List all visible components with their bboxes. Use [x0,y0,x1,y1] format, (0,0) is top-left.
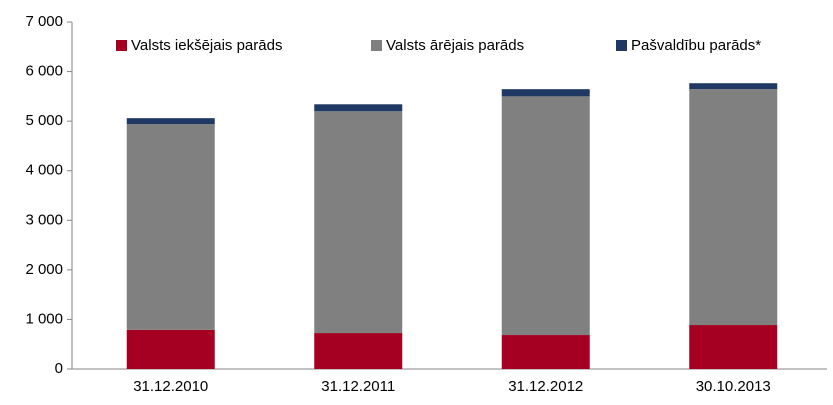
x-tick-label: 31.12.2011 [321,378,395,395]
bar-segment [314,104,403,112]
y-tick-label: 1 000 [25,310,63,327]
bar-segment [126,329,215,369]
legend-label: Valsts iekšējais parāds [131,37,282,54]
y-tick-label: 7 000 [25,13,63,30]
legend-swatch [116,40,127,51]
bar-segment [689,89,778,326]
x-tick-label: 31.12.2012 [508,378,583,395]
y-tick-label: 6 000 [25,63,63,80]
y-tick-label: 4 000 [25,162,63,179]
bar-segment [501,89,590,97]
x-tick-label: 30.10.2013 [696,378,771,395]
bar-segment [126,124,215,330]
y-tick-label: 2 000 [25,261,63,278]
bar-segment [689,325,778,369]
bar-segment [501,96,590,336]
legend-swatch [371,40,382,51]
bar-segment [689,83,778,90]
legend-label: Pašvaldību parāds* [631,37,761,54]
bar-segment [314,111,403,334]
x-tick-label: 31.12.2010 [133,378,208,395]
bar-segment [314,333,403,369]
legend-label: Valsts ārējais parāds [386,37,524,54]
y-tick-label: 0 [55,360,63,377]
y-tick-label: 3 000 [25,211,63,228]
bar-segment [126,118,215,125]
bar-segment [501,335,590,369]
y-tick-label: 5 000 [25,112,63,129]
legend-swatch [616,40,627,51]
